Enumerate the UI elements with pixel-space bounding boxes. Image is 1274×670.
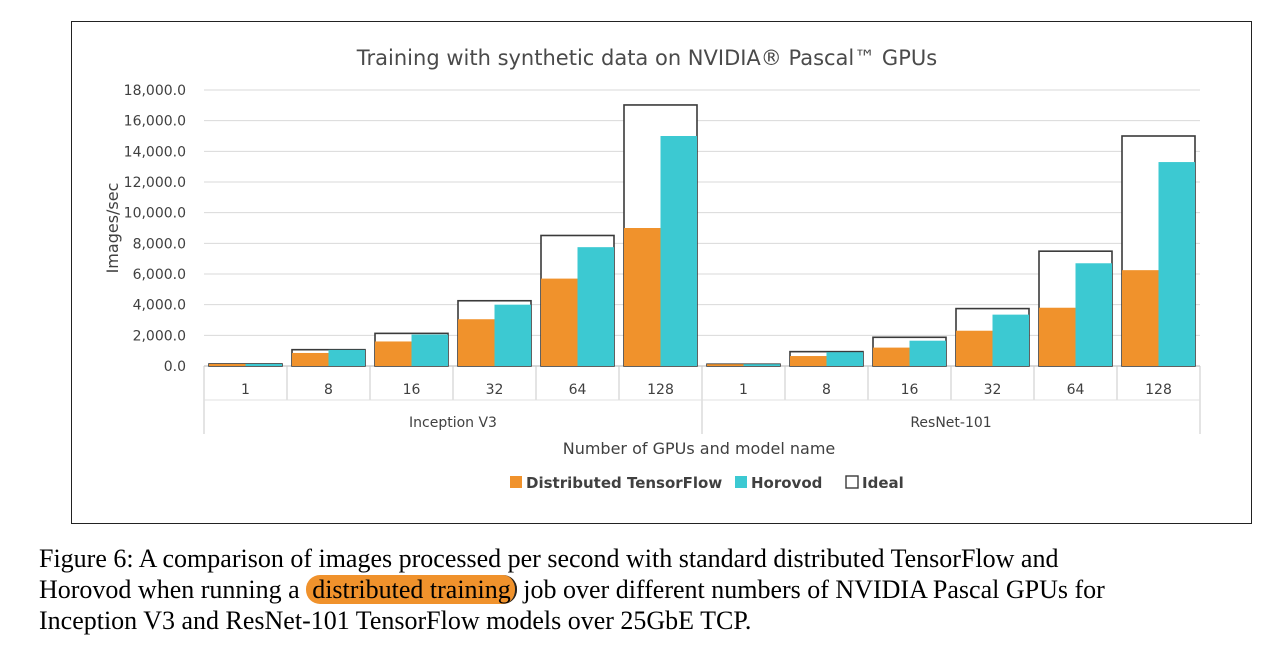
bar-horovod — [577, 247, 614, 366]
bar-distributed-tensorflow — [956, 330, 993, 366]
bar-distributed-tensorflow — [375, 341, 412, 366]
bar-horovod — [245, 363, 282, 366]
bar-horovod — [909, 340, 946, 366]
caption-line-2-end: job over different numbers of NVIDIA Pas… — [516, 575, 1105, 604]
x-tick-label: 8 — [324, 382, 333, 398]
bar-distributed-tensorflow — [541, 278, 578, 366]
bar-horovod — [992, 314, 1029, 366]
y-tick-label: 6,000.0 — [133, 267, 186, 283]
x-tick-label: 32 — [984, 382, 1002, 398]
bar-horovod — [411, 334, 448, 366]
figure-caption: Figure 6: A comparison of images process… — [39, 543, 1264, 636]
bar-distributed-tensorflow — [1122, 270, 1159, 366]
x-tick-label: 8 — [822, 382, 831, 398]
bar-horovod — [1158, 162, 1195, 366]
x-tick-label: 128 — [1145, 382, 1172, 398]
bar-horovod — [826, 352, 863, 366]
chart-title: Training with synthetic data on NVIDIA® … — [356, 46, 937, 70]
y-tick-label: 16,000.0 — [124, 114, 186, 130]
caption-line-1: Figure 6: A comparison of images process… — [39, 544, 1059, 573]
bar-distributed-tensorflow — [873, 347, 910, 366]
y-tick-label: 8,000.0 — [133, 236, 186, 252]
caption-highlight: distributed training — [306, 575, 517, 604]
x-axis-label: Number of GPUs and model name — [563, 439, 836, 458]
group-label: ResNet-101 — [910, 415, 991, 431]
y-tick-label: 18,000.0 — [124, 83, 186, 99]
legend-horovod-swatch — [735, 476, 747, 488]
x-tick-label: 64 — [1067, 382, 1085, 398]
y-tick-label: 10,000.0 — [124, 206, 186, 222]
x-tick-label: 1 — [739, 382, 748, 398]
bar-distributed-tensorflow — [790, 356, 827, 366]
bar-distributed-tensorflow — [292, 352, 329, 366]
bar-horovod — [1075, 263, 1112, 366]
x-tick-label: 64 — [569, 382, 587, 398]
bar-distributed-tensorflow — [624, 228, 661, 366]
x-tick-label: 1 — [241, 382, 250, 398]
legend-horovod-label: Horovod — [751, 474, 822, 492]
group-label: Inception V3 — [409, 415, 497, 431]
y-tick-label: 14,000.0 — [124, 144, 186, 160]
bar-horovod — [660, 136, 697, 366]
legend-distributed-tensorflow-swatch — [510, 476, 522, 488]
bar-horovod — [328, 349, 365, 366]
x-tick-label: 16 — [403, 382, 421, 398]
x-tick-label: 32 — [486, 382, 504, 398]
y-tick-label: 12,000.0 — [124, 175, 186, 191]
y-axis-label: Images/sec — [103, 183, 122, 274]
bar-distributed-tensorflow — [458, 319, 495, 366]
bar-distributed-tensorflow — [1039, 307, 1076, 366]
y-tick-label: 4,000.0 — [133, 298, 186, 314]
caption-line-2: Horovod when running a distributed train… — [39, 574, 1264, 605]
caption-line-2-start: Horovod when running a — [39, 575, 307, 604]
x-tick-label: 128 — [647, 382, 674, 398]
bar-chart: 0.0 2,000.0 4,000.0 6,000.0 8,000.0 10,000.0 1… — [103, 46, 1201, 492]
bar-distributed-tensorflow — [707, 364, 744, 366]
legend-ideal-swatch — [845, 475, 859, 489]
legend-distributed-tensorflow-label: Distributed TensorFlow — [526, 474, 722, 492]
caption-line-3: Inception V3 and ResNet-101 TensorFlow m… — [39, 606, 752, 635]
chart-frame — [71, 21, 1252, 524]
y-tick-label: 0.0 — [164, 359, 186, 375]
bar-horovod — [494, 304, 531, 366]
x-tick-label: 16 — [901, 382, 919, 398]
y-tick-label: 2,000.0 — [133, 328, 186, 344]
bar-distributed-tensorflow — [209, 363, 246, 366]
bar-horovod — [743, 364, 780, 366]
legend-ideal-label: Ideal — [862, 474, 904, 492]
